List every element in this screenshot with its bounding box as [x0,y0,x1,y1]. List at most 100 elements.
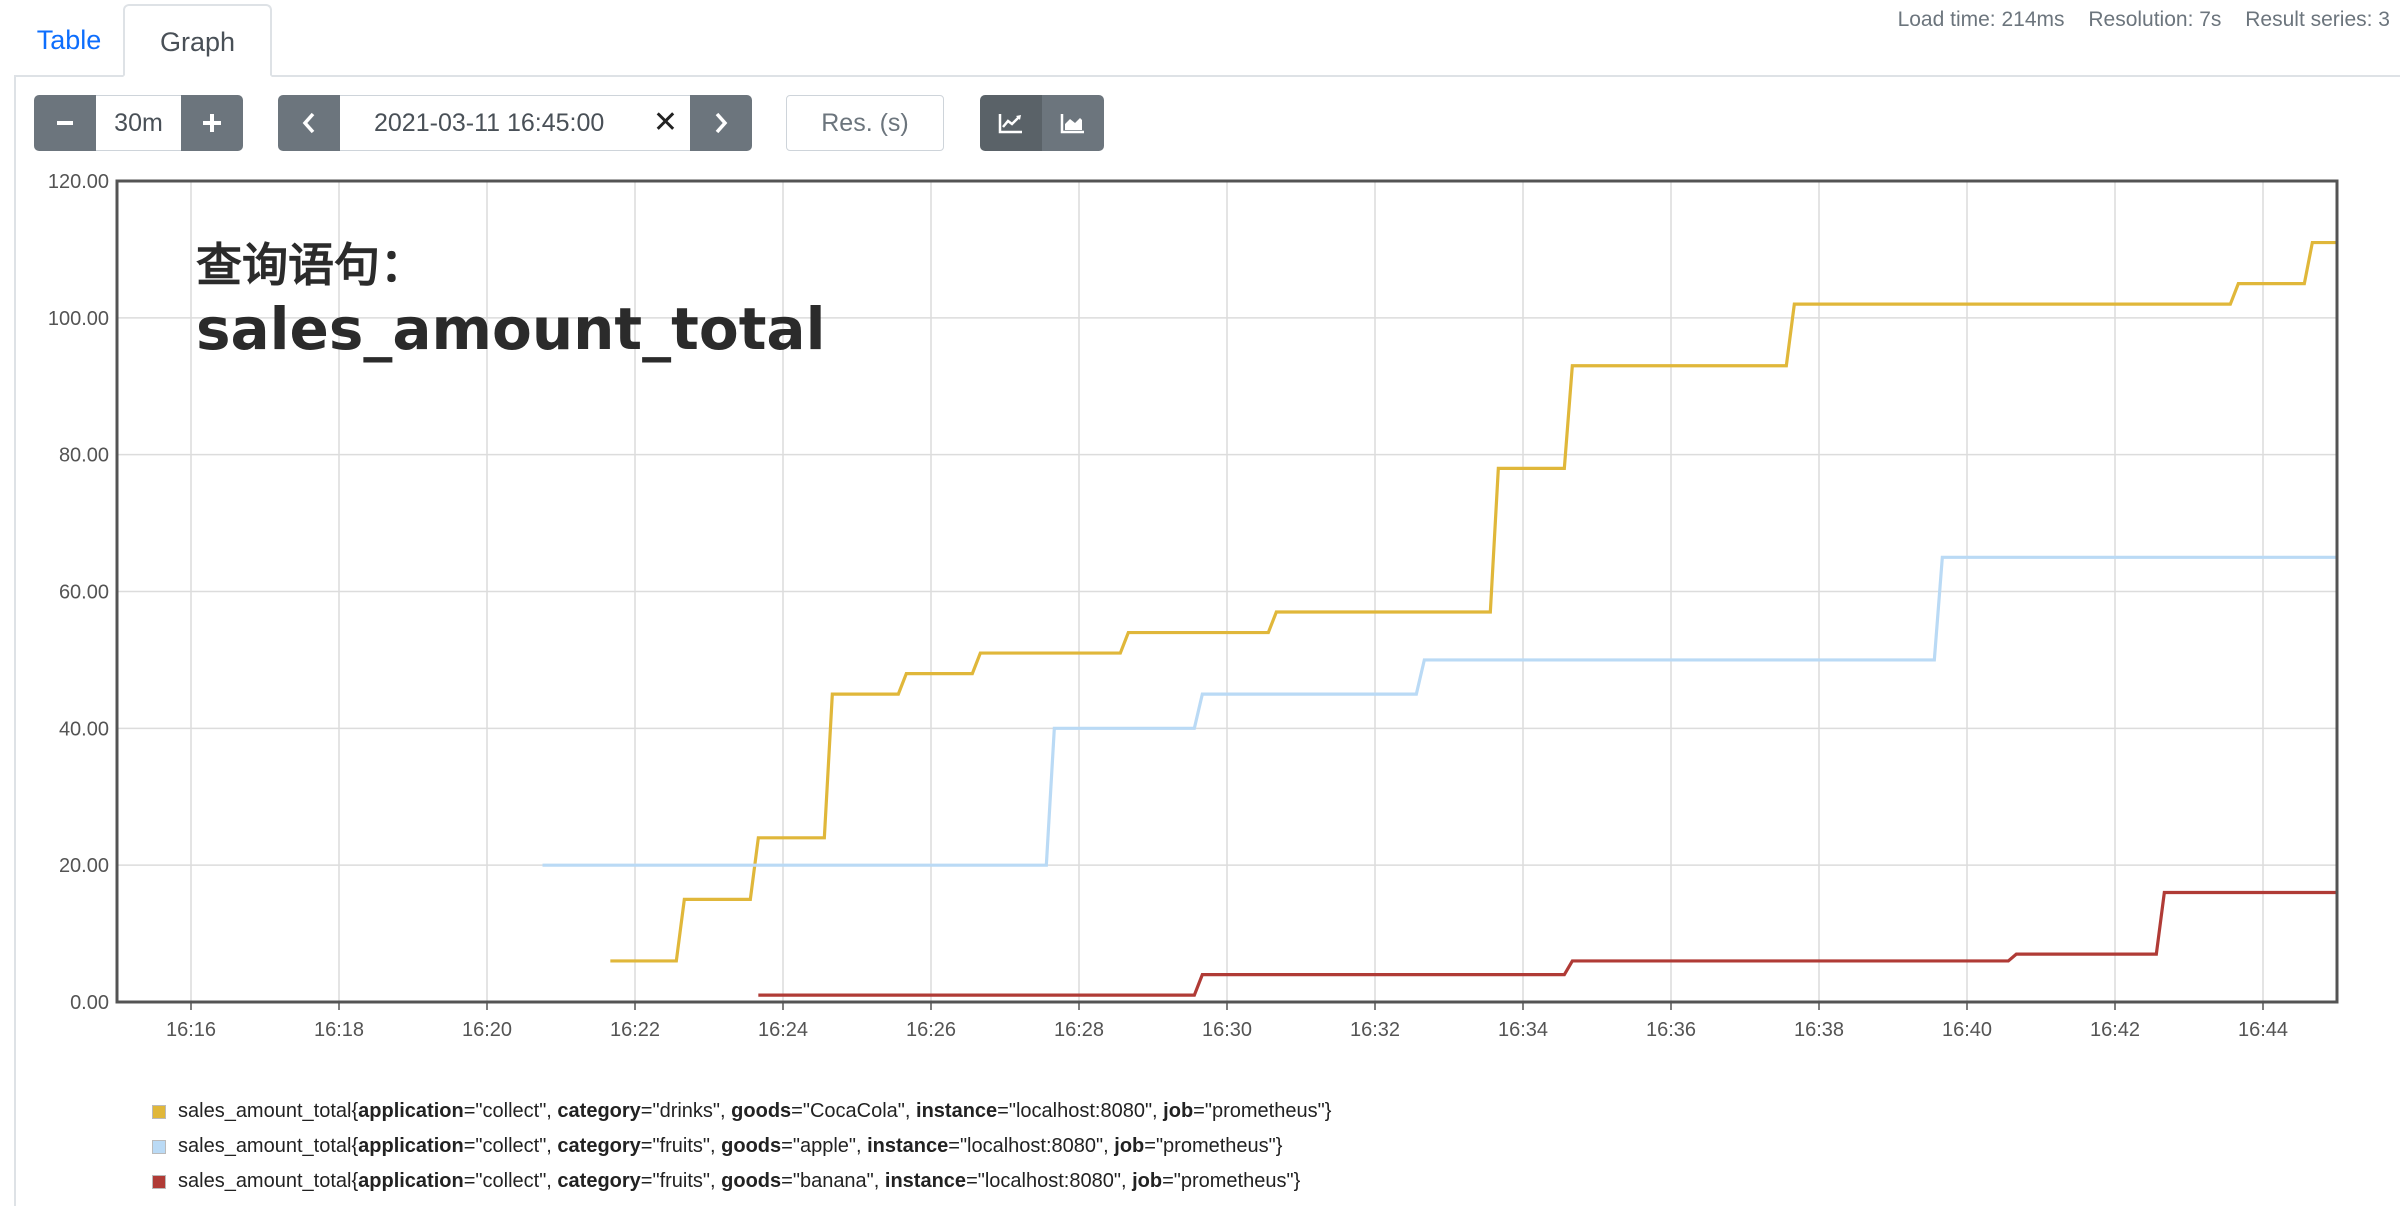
range-input[interactable]: 30m [96,95,181,151]
range-decrease-button[interactable] [34,95,96,151]
x-tick-label: 16:34 [1498,1019,1548,1041]
chart-grid [117,180,2337,1003]
resolution-control: Res. (s) [786,95,944,151]
query-annotation: 查询语句： sales_amount_total [196,238,825,365]
legend-label-key: application [358,1170,464,1192]
load-time: Load time: 214ms [1897,8,2065,31]
legend-item[interactable]: sales_amount_total{application="collect"… [152,1094,1331,1129]
y-axis: 0.00 20.00 40.00 60.00 80.00 100.00 120.00 [48,171,109,1014]
legend-metric: sales_amount_total [178,1100,352,1122]
area-chart-icon [1060,114,1084,134]
legend-label: sales_amount_total{application="collect"… [178,1170,1301,1192]
legend-label-key: category [557,1135,641,1157]
legend-label-value: "CocaCola" [802,1100,905,1122]
x-tick-label: 16:24 [758,1019,808,1041]
x-tick-label: 16:36 [1646,1019,1696,1041]
legend-label-value: "apple" [792,1135,856,1157]
chevron-left-icon [302,112,315,134]
legend-label-key: application [358,1100,464,1122]
legend-item[interactable]: sales_amount_total{application="collect"… [152,1129,1331,1164]
end-time-back-button[interactable] [278,95,340,151]
series-line-1 [542,555,2337,867]
y-tick-label: 100.00 [48,308,109,330]
legend-label-value: "collect" [475,1135,547,1157]
legend-label-value: "collect" [475,1170,547,1192]
x-tick-label: 16:38 [1794,1019,1844,1041]
legend-item[interactable]: sales_amount_total{application="collect"… [152,1164,1331,1199]
chart-series [542,240,2337,997]
legend-metric: sales_amount_total [178,1170,352,1192]
x-tick-label: 16:30 [1202,1019,1252,1041]
legend-label-key: goods [731,1100,792,1122]
end-time-value: 2021-03-11 16:45:00 [374,108,605,137]
query-stats: Load time: 214ms Resolution: 7s Result s… [1880,8,2390,32]
x-tick-label: 16:42 [2090,1019,2140,1041]
legend-label-key: category [557,1100,641,1122]
legend-label-value: "prometheus" [1155,1135,1276,1157]
range-increase-button[interactable] [181,95,243,151]
x-tick-label: 16:20 [462,1019,512,1041]
x-tick-label: 16:16 [166,1019,216,1041]
resolution-input[interactable]: Res. (s) [786,95,944,151]
legend-label-value: "collect" [475,1100,547,1122]
x-tick-label: 16:44 [2238,1019,2288,1041]
legend-label: sales_amount_total{application="collect"… [178,1135,1283,1157]
line-chart-button[interactable] [980,95,1042,151]
x-tick-label: 16:18 [314,1019,364,1041]
x-tick-label: 16:28 [1054,1019,1104,1041]
legend-label-value: "prometheus" [1173,1170,1294,1192]
legend-swatch [152,1104,166,1119]
legend-label-value: "prometheus" [1204,1100,1325,1122]
y-tick-label: 120.00 [48,171,109,193]
x-axis: 16:16 16:18 16:20 16:22 16:24 16:26 16:28 16:30… [166,1002,2288,1041]
graph-panel [14,75,2400,1206]
tab-bar [14,0,2400,77]
legend-label-key: application [358,1135,464,1157]
x-tick-label: 16:32 [1350,1019,1400,1041]
y-tick-label: 0.00 [70,992,109,1014]
legend-label-value: "localhost:8080" [959,1135,1104,1157]
legend-swatch [152,1139,166,1154]
result-series-stat: Result series: 3 [2245,8,2390,31]
legend-label-key: instance [867,1135,949,1157]
query-annotation-expression: sales_amount_total [196,295,826,364]
x-tick-label: 16:40 [1942,1019,1992,1041]
legend-metric: sales_amount_total [178,1135,352,1157]
y-tick-label: 80.00 [59,445,109,467]
end-time-forward-button[interactable] [690,95,752,151]
legend-label-key: instance [916,1100,998,1122]
line-chart-icon [998,114,1022,134]
legend-label-key: goods [721,1170,782,1192]
chart-legend: sales_amount_total{application="collect"… [152,1094,1331,1199]
y-tick-label: 20.00 [59,855,109,877]
legend-label-key: job [1163,1100,1194,1122]
plus-icon [203,114,221,132]
chevron-right-icon [715,112,728,134]
legend-label-key: job [1132,1170,1163,1192]
legend-label-key: job [1114,1135,1145,1157]
legend-label-key: goods [721,1135,782,1157]
legend-label-key: instance [884,1170,967,1192]
graph-chart: 0.00 20.00 40.00 60.00 80.00 100.00 120.00 16:… [48,171,2339,1041]
legend-label-value: "localhost:8080" [977,1170,1121,1192]
y-tick-label: 40.00 [59,718,109,740]
plot-frame [115,179,2339,1004]
range-control: 30m [34,95,243,151]
tab-table[interactable]: Table [36,25,102,55]
x-tick-label: 16:22 [610,1019,660,1041]
x-tick-label: 16:26 [906,1019,956,1041]
legend-label-value: "fruits" [652,1170,711,1192]
close-icon[interactable]: ✕ [652,106,678,139]
series-line-0 [610,240,2337,963]
stacked-chart-button[interactable] [1042,95,1104,151]
legend-label-key: category [557,1170,641,1192]
legend-swatch [152,1174,166,1189]
tab-graph[interactable]: Graph [123,4,272,77]
legend-label-value: "fruits" [652,1135,711,1157]
end-time-input[interactable]: 2021-03-11 16:45:00 ✕ [340,95,690,151]
legend-label: sales_amount_total{application="collect"… [178,1100,1332,1122]
series-line-2 [758,890,2337,997]
chart-mode-toggle [980,95,1104,151]
end-time-control: 2021-03-11 16:45:00 ✕ [278,95,752,151]
legend-label-value: "banana" [792,1170,874,1192]
